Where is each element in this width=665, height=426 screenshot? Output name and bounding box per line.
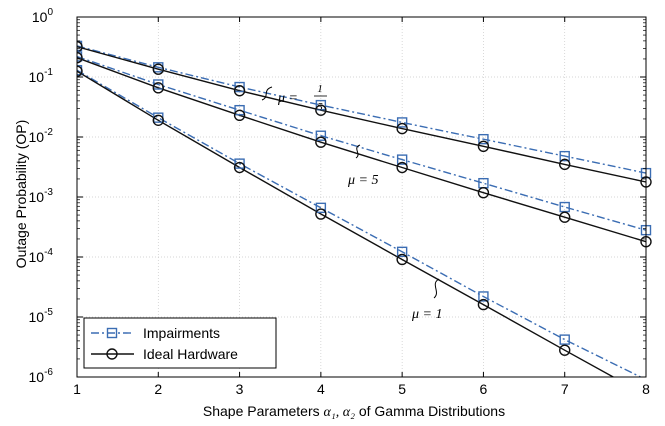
series-line-mu_1_5-impairments [77,45,647,174]
mu-one-fifth-numerator: 1 [317,83,323,95]
y-tick-exponent: -6 [44,367,53,378]
plot-series [77,45,647,377]
x-tick-label: 2 [154,381,162,397]
y-tick-base: 10 [32,9,48,25]
y-tick-label: 10-6 [29,367,54,385]
curve-annotations: μ = 1 5 μ = 5 μ = 1 [261,83,442,322]
x-axis-label: Shape Parameters α₁, α₂ of Gamma Distrib… [203,403,505,420]
ideal-hardware-point [233,85,246,97]
x-tick-label: 6 [480,381,488,397]
ideal-hardware-point [152,63,164,75]
mu-one-brace [433,278,440,299]
series-line-mu_5-impairments [77,55,647,231]
x-axis-label-math: α₁, α₂ [324,405,356,420]
impairments-point [559,334,570,345]
y-tick-exponent: -4 [44,247,53,258]
x-tick-label: 5 [398,381,406,397]
ideal-hardware-point [396,161,408,174]
mu-one-label: μ = 1 [411,307,442,322]
impairments-point [478,177,489,189]
mu-one-fifth-brace [261,86,273,101]
legend-ideal-label: Ideal Hardware [143,346,238,362]
y-tick-exponent: -5 [44,307,53,318]
legend-box [83,317,277,369]
legend-impairments-label: Impairments [143,325,220,341]
x-tick-label: 1 [73,381,81,397]
y-tick-label: 10-4 [29,247,54,265]
ideal-hardware-point [477,186,490,199]
ideal-hardware-point [233,109,246,121]
ideal-hardware-point [233,161,246,174]
ideal-hardware-point [396,122,408,135]
impairments-point [478,291,489,302]
ideal-hardware-point [77,40,83,53]
impairments-point [234,104,245,116]
y-tick-base: 10 [29,309,45,325]
y-tick-exponent: -2 [44,127,53,138]
axis-ticks [76,16,647,378]
y-tick-base: 10 [29,249,45,265]
x-axis-label-prefix: Shape Parameters [203,403,324,419]
ideal-hardware-point [559,344,571,356]
y-tick-base: 10 [29,189,45,205]
impairments-point [315,130,327,141]
y-tick-exponent: 0 [47,7,53,18]
y-tick-exponent: -1 [44,67,53,78]
ideal-hardware-point [315,104,327,116]
impairments-point [234,158,245,169]
x-tick-label: 4 [317,381,325,397]
y-tick-label: 10-3 [29,187,54,205]
impairments-point [315,99,327,111]
mu-one-fifth-label: μ = [277,91,298,106]
y-tick-label: 10-1 [29,67,54,85]
legend: Impairments Ideal Hardware [83,317,277,369]
ideal-hardware-point [77,65,83,77]
impairments-point [315,202,327,214]
legend-ideal-marker [106,348,118,360]
ideal-hardware-point [152,114,164,126]
y-axis-label: Outage Probability (OP) [13,120,29,269]
y-tick-exponent: -3 [44,187,53,198]
y-tick-label: 100 [32,7,54,25]
ideal-hardware-point [77,51,83,64]
x-tick-label: 8 [642,381,650,397]
impairments-point [478,133,489,145]
mu-one-fifth-denominator: 5 [317,101,323,113]
series-line-mu_1_5-ideal [77,46,647,183]
x-tick-label: 7 [561,381,569,397]
ideal-hardware-point [315,136,327,148]
y-tick-base: 10 [29,369,45,385]
impairments-point [396,246,408,258]
impairments-point [234,81,245,93]
y-tick-base: 10 [29,129,45,145]
y-tick-base: 10 [29,69,45,85]
legend-impairments-marker [106,327,118,339]
plot-markers [77,40,652,356]
series-line-mu_1-impairments [77,69,643,377]
impairments-point [559,150,570,162]
ideal-hardware-point [477,298,490,311]
x-axis-label-suffix: of Gamma Distributions [355,403,505,419]
ideal-hardware-point [315,208,327,220]
ideal-hardware-point [152,82,164,94]
ideal-hardware-point [559,158,571,171]
impairments-point [396,117,408,128]
ideal-hardware-point [559,211,571,223]
mu-five-brace [355,144,361,159]
y-tick-label: 10-2 [29,127,54,145]
mu-five-label: μ = 5 [347,173,378,188]
ideal-hardware-point [477,140,490,152]
ideal-hardware-point [396,253,408,266]
series-line-mu_1-ideal [77,70,615,377]
mu-one-fifth-prefix: μ = [277,91,298,106]
x-tick-label: 3 [236,381,244,397]
impairments-point [396,154,408,165]
series-line-mu_5-ideal [77,57,647,243]
y-tick-label: 10-5 [29,307,54,325]
